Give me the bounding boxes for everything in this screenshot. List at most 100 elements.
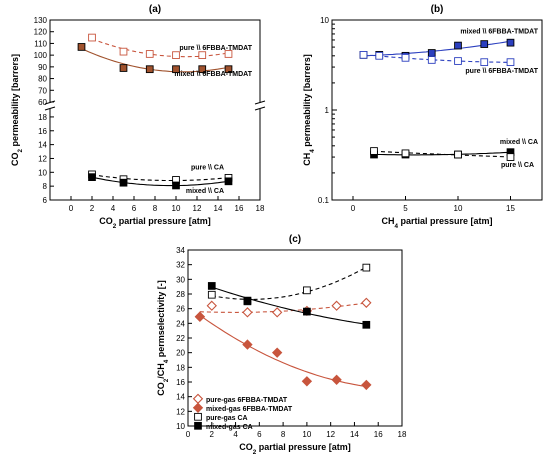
data-point (77, 43, 86, 51)
x-tick-label: 4 (111, 204, 116, 213)
x-tick-label: 18 (398, 430, 407, 439)
y-tick-label: 0.1 (318, 196, 330, 205)
data-point (303, 286, 311, 295)
data-point (480, 40, 489, 48)
y-tick-label: 20 (176, 349, 185, 358)
panel-label: (c) (289, 234, 301, 245)
series-label: pure \\ CA (191, 165, 224, 172)
data-point (194, 311, 206, 322)
data-point (375, 51, 384, 60)
panel-c: 0 2 4 6 8 10 12 14 16 181012141618202224262830323… (156, 234, 407, 456)
y-tick-label: 24 (176, 319, 185, 328)
data-point (454, 41, 462, 50)
x-tick-label: 2 (210, 430, 215, 439)
data-point (427, 56, 436, 64)
y-tick-label: 8 (43, 182, 48, 191)
data-point (243, 296, 252, 305)
y-tick-label: 80 (38, 75, 47, 84)
data-point (480, 58, 489, 67)
data-point (359, 50, 368, 59)
x-axis-label: CH4 partial pressure [atm] (381, 216, 492, 230)
data-point (454, 150, 462, 159)
y-tick-label: 130 (34, 16, 48, 25)
y-tick-label: 16 (176, 378, 185, 387)
series-label: mixed \\ 6FBBA-TMDAT (460, 28, 538, 35)
series-label: mixed \\ CA (500, 139, 538, 146)
trend-line (363, 40, 511, 57)
y-tick-label: 18 (176, 363, 185, 372)
data-point (194, 412, 202, 421)
x-tick-label: 12 (193, 204, 202, 213)
data-point (242, 307, 253, 318)
y-tick-label: 1 (325, 106, 330, 115)
x-tick-label: 15 (506, 204, 515, 213)
data-point (172, 181, 180, 190)
y-tick-label: 16 (38, 127, 47, 136)
legend-entry: mixed-gas 6FBBA-TMDAT (206, 406, 293, 413)
y-tick-label: 26 (176, 305, 185, 314)
x-tick-label: 10 (454, 204, 463, 213)
y-tick-label: 110 (34, 39, 47, 48)
x-tick-label: 4 (233, 430, 238, 439)
x-tick-label: 2 (90, 204, 95, 213)
x-tick-label: 5 (403, 204, 408, 213)
x-tick-label: 18 (256, 204, 265, 213)
x-tick-label: 0 (351, 204, 356, 213)
plot-frame (331, 19, 543, 201)
axis-break-mark (254, 100, 266, 105)
data-point (198, 65, 207, 74)
trend-line (91, 174, 229, 182)
axis-break-mark (254, 106, 266, 111)
legend-entry: pure-gas CA (206, 415, 248, 422)
trend-line (373, 151, 511, 156)
trend-line (363, 54, 511, 63)
data-point (198, 51, 207, 59)
y-tick-label: 14 (176, 393, 185, 402)
y-tick-label: 10 (38, 168, 47, 177)
data-point (88, 173, 96, 182)
x-tick-label: 8 (153, 204, 158, 213)
x-tick-label: 0 (69, 204, 74, 213)
y-tick-label: 18 (38, 113, 47, 122)
y-axis-label: CH4 permeability [barrers] (302, 54, 316, 166)
legend-entry: pure-gas 6FBBA-TMDAT (206, 397, 288, 404)
series-label: mixed \\ CA (186, 188, 224, 195)
x-tick-label: 6 (132, 204, 137, 213)
trend-line (199, 314, 367, 388)
series-label: pure \\ 6FBBA-TMDAT (465, 68, 538, 75)
y-tick-label: 22 (176, 334, 185, 343)
axis-break-mark (44, 106, 56, 111)
y-tick-label: 60 (38, 98, 47, 107)
data-point (401, 149, 410, 158)
x-tick-label: 16 (374, 430, 383, 439)
series-label: mixed \\ 6FBBA-TMDAT (174, 71, 252, 78)
x-axis-label: CO2 partial pressure [atm] (239, 442, 351, 456)
data-point (303, 307, 311, 316)
data-point (362, 263, 371, 272)
trend-line (91, 176, 229, 187)
data-point (88, 33, 96, 42)
data-point (454, 57, 462, 65)
y-axis-label: CO2 permeability [barrers] (10, 54, 24, 166)
legend-entry: mixed-gas CA (206, 424, 253, 431)
panel-label: (a) (149, 4, 161, 15)
data-point (207, 282, 216, 290)
data-point (145, 65, 154, 74)
data-point (506, 153, 515, 161)
data-point (370, 147, 378, 155)
data-point (192, 402, 204, 413)
data-point (301, 376, 313, 387)
trend-line (211, 286, 367, 325)
y-tick-label: 30 (176, 275, 185, 284)
y-tick-label: 10 (320, 16, 329, 25)
y-tick-label: 100 (34, 51, 48, 60)
axis-break-gap (44, 103, 56, 109)
data-point (119, 64, 128, 72)
data-point (224, 177, 233, 186)
y-tick-label: 10 (176, 422, 185, 431)
data-point (207, 290, 216, 299)
y-tick-label: 70 (38, 86, 47, 95)
data-point (194, 421, 202, 430)
